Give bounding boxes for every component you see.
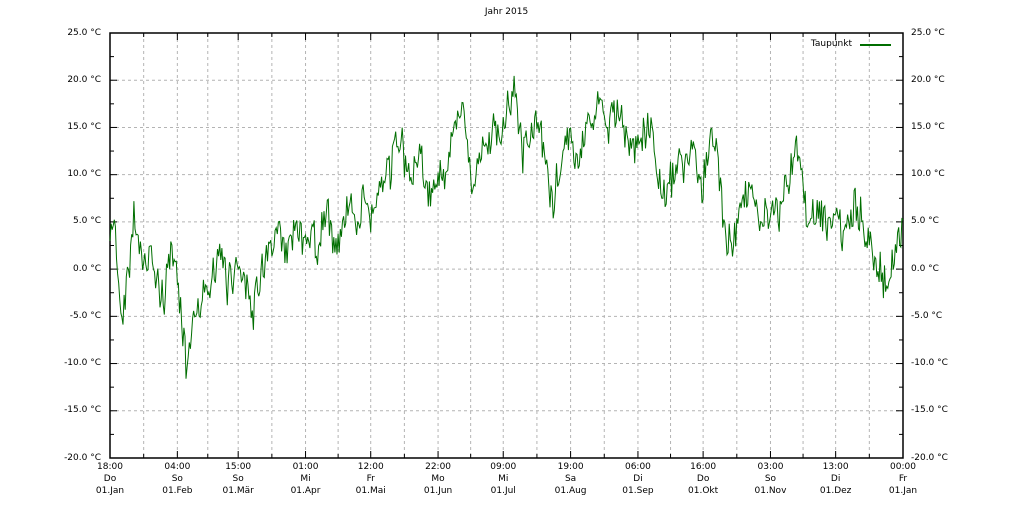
y-tick-label-right: -10.0 °C bbox=[911, 358, 948, 369]
x-tick-date: 01.Aug bbox=[554, 486, 587, 496]
x-tick-weekday: Do bbox=[103, 474, 117, 484]
y-tick-label-right: -20.0 °C bbox=[911, 452, 948, 463]
y-tick-label-right: 10.0 °C bbox=[911, 169, 945, 180]
x-tick-date: 01.Mai bbox=[355, 486, 386, 496]
x-tick-label: 04:00 So 01.Feb bbox=[135, 461, 219, 497]
x-tick-date: 01.Jan bbox=[888, 486, 918, 496]
x-tick-label: 22:00 Mo 01.Jun bbox=[396, 461, 480, 497]
x-tick-label: 13:00 Di 01.Dez bbox=[794, 461, 878, 497]
x-tick-date: 01.Feb bbox=[162, 486, 193, 496]
y-tick-label-left: 5.0 °C bbox=[73, 216, 101, 227]
x-tick-weekday: Di bbox=[633, 474, 643, 484]
x-tick-date: 01.Jan bbox=[95, 486, 125, 496]
x-tick-date: 01.Mär bbox=[222, 486, 254, 496]
x-tick-date: 01.Sep bbox=[622, 486, 654, 496]
x-tick-time: 13:00 bbox=[822, 462, 849, 472]
x-tick-date: 01.Nov bbox=[754, 486, 787, 496]
plot-border bbox=[109, 32, 904, 459]
x-tick-time: 09:00 bbox=[490, 462, 517, 472]
legend: Taupunkt bbox=[700, 39, 852, 50]
y-tick-label-right: 0.0 °C bbox=[911, 263, 939, 274]
y-tick-label-left: -5.0 °C bbox=[69, 310, 101, 321]
x-tick-label: 03:00 So 01.Nov bbox=[728, 461, 812, 497]
x-tick-date: 01.Jul bbox=[490, 486, 516, 496]
y-tick-label-left: -10.0 °C bbox=[64, 358, 101, 369]
x-tick-label: 16:00 Do 01.Okt bbox=[661, 461, 745, 497]
x-tick-time: 18:00 bbox=[97, 462, 123, 472]
x-tick-time: 12:00 bbox=[357, 462, 384, 472]
x-tick-weekday: Di bbox=[830, 474, 841, 484]
y-tick-label-left: 0.0 °C bbox=[73, 263, 101, 274]
y-tick-label-left: 25.0 °C bbox=[67, 27, 101, 38]
x-tick-time: 04:00 bbox=[164, 462, 191, 472]
y-tick-label-right: 5.0 °C bbox=[911, 216, 939, 227]
y-tick-label-left: -20.0 °C bbox=[64, 452, 101, 463]
x-tick-weekday: Mi bbox=[498, 474, 509, 484]
x-tick-time: 00:00 bbox=[890, 462, 916, 472]
y-tick-label-right: 25.0 °C bbox=[911, 27, 945, 38]
x-tick-time: 15:00 bbox=[225, 462, 252, 472]
x-tick-label: 18:00 Do 01.Jan bbox=[68, 461, 152, 497]
y-tick-label-left: 15.0 °C bbox=[67, 121, 101, 132]
y-tick-label-right: -5.0 °C bbox=[911, 310, 943, 321]
y-tick-label-right: 15.0 °C bbox=[911, 121, 945, 132]
legend-label: Taupunkt bbox=[810, 39, 852, 49]
y-tick-label-left: 20.0 °C bbox=[67, 74, 101, 85]
x-tick-weekday: Sa bbox=[564, 474, 577, 484]
chart-title: Jahr 2015 bbox=[484, 7, 529, 17]
x-tick-time: 03:00 bbox=[757, 462, 784, 472]
x-tick-label: 09:00 Mi 01.Jul bbox=[461, 461, 545, 497]
x-tick-label: 06:00 Di 01.Sep bbox=[596, 461, 680, 497]
x-tick-time: 01:00 bbox=[292, 462, 319, 472]
x-tick-label: 12:00 Fr 01.Mai bbox=[329, 461, 413, 497]
x-tick-time: 06:00 bbox=[624, 462, 651, 472]
x-tick-date: 01.Dez bbox=[819, 486, 852, 496]
y-tick-label-left: 10.0 °C bbox=[67, 169, 101, 180]
x-tick-weekday: So bbox=[171, 474, 183, 484]
x-tick-time: 16:00 bbox=[690, 462, 717, 472]
x-tick-label: 00:00 Fr 01.Jan bbox=[861, 461, 945, 497]
x-tick-weekday: Fr bbox=[898, 474, 908, 484]
x-tick-label: 19:00 Sa 01.Aug bbox=[529, 461, 613, 497]
legend-line-sample bbox=[860, 44, 891, 46]
x-tick-label: 01:00 Mi 01.Apr bbox=[264, 461, 348, 497]
x-tick-weekday: So bbox=[232, 474, 244, 484]
y-tick-label-left: -15.0 °C bbox=[64, 405, 101, 416]
x-tick-weekday: Fr bbox=[366, 474, 375, 484]
x-tick-date: 01.Jun bbox=[423, 486, 453, 496]
x-tick-date: 01.Apr bbox=[290, 486, 321, 496]
x-tick-weekday: Mi bbox=[300, 474, 311, 484]
x-tick-time: 22:00 bbox=[425, 462, 452, 472]
y-tick-label-right: 20.0 °C bbox=[911, 74, 945, 85]
x-tick-label: 15:00 So 01.Mär bbox=[196, 461, 280, 497]
x-tick-date: 01.Okt bbox=[688, 486, 719, 496]
x-tick-weekday: Mo bbox=[431, 474, 445, 484]
x-tick-weekday: So bbox=[764, 474, 777, 484]
x-tick-time: 19:00 bbox=[557, 462, 584, 472]
x-tick-weekday: Do bbox=[696, 474, 710, 484]
series-line-taupunkt bbox=[109, 75, 904, 379]
y-tick-label-right: -15.0 °C bbox=[911, 405, 948, 416]
